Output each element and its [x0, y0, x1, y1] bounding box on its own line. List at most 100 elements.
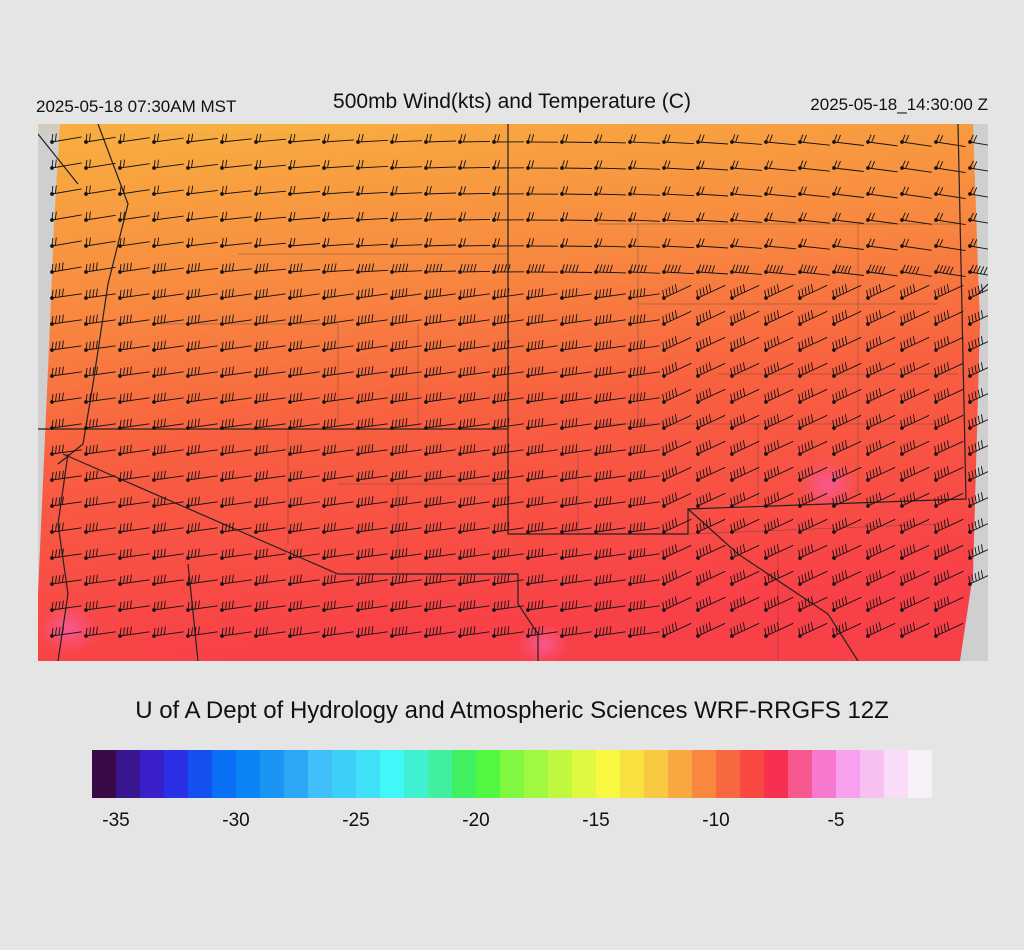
wind-barb: [866, 388, 896, 403]
weather-map: [38, 124, 988, 661]
wind-barb: [255, 263, 286, 273]
wind-barb-station: [560, 348, 564, 352]
wind-barb-station: [288, 608, 292, 612]
wind-barb-station: [322, 374, 326, 378]
wind-barb-station: [492, 270, 496, 274]
wind-barb: [357, 418, 388, 429]
colorbar-swatch: [620, 750, 644, 798]
wind-barb-station: [84, 400, 88, 404]
wind-barb: [51, 496, 82, 507]
wind-barb-station: [594, 296, 598, 300]
wind-barb-station: [594, 452, 598, 456]
wind-barb-station: [288, 504, 292, 508]
wind-barb: [119, 574, 150, 585]
wind-barb: [730, 622, 760, 637]
wind-barb: [187, 288, 218, 299]
wind-barb-station: [628, 140, 632, 144]
wind-barb-station: [696, 166, 700, 170]
wind-barb: [595, 522, 626, 533]
wind-barb: [323, 600, 354, 611]
wind-barb: [662, 518, 692, 533]
wind-barb-station: [560, 192, 564, 196]
wind-barb: [119, 522, 150, 533]
wind-barb: [153, 262, 184, 273]
wind-barb: [934, 570, 964, 585]
wind-barb-station: [220, 296, 224, 300]
wind-barb: [289, 314, 320, 325]
wind-barb: [900, 492, 930, 507]
wind-barb-station: [50, 608, 54, 612]
wind-barb: [459, 496, 490, 507]
wind-barb-station: [458, 608, 462, 612]
wind-barb-station: [254, 244, 258, 248]
colorbar-tick-label: -25: [342, 810, 370, 831]
wind-barb: [696, 388, 726, 403]
wind-barb-station: [730, 270, 734, 274]
wind-barb-station: [968, 192, 972, 196]
wind-barb: [425, 574, 456, 585]
colorbar-swatch: [188, 750, 212, 798]
wind-barb: [153, 392, 184, 403]
wind-barb: [425, 418, 456, 429]
wind-barb: [119, 548, 150, 559]
wind-barb: [968, 544, 988, 559]
wind-barb-station: [594, 400, 598, 404]
wind-barb: [425, 548, 456, 559]
wind-barb-station: [50, 374, 54, 378]
wind-barb: [289, 600, 320, 611]
wind-barb: [527, 444, 558, 455]
wind-barb: [561, 264, 593, 273]
wind-barb-station: [696, 348, 700, 352]
wind-barb-station: [934, 322, 938, 326]
wind-barb: [764, 544, 794, 559]
wind-barb-station: [84, 634, 88, 638]
wind-barb-station: [458, 426, 462, 430]
wind-barb-station: [730, 348, 734, 352]
wind-barb-station: [220, 452, 224, 456]
wind-barb: [595, 548, 626, 559]
wind-barb: [323, 366, 354, 377]
wind-barb-station: [152, 218, 156, 222]
wind-barb-station: [84, 530, 88, 534]
wind-barb: [459, 314, 490, 325]
wind-barb-station: [832, 374, 836, 378]
wind-barb-station: [594, 556, 598, 560]
wind-barb: [85, 262, 116, 273]
wind-barb-station: [798, 504, 802, 508]
wind-barb: [425, 314, 456, 325]
wind-barb: [832, 492, 862, 507]
wind-barb: [866, 518, 896, 533]
wind-barb-station: [934, 244, 938, 248]
wind-barb: [357, 626, 388, 637]
wind-barb-station: [288, 218, 292, 222]
wind-barb-station: [900, 322, 904, 326]
wind-barb-station: [84, 270, 88, 274]
wind-barb: [255, 522, 286, 533]
wind-barb: [934, 388, 964, 403]
wind-barb-station: [662, 270, 666, 274]
wind-barb-station: [560, 504, 564, 508]
wind-barb-station: [934, 504, 938, 508]
wind-barb-station: [322, 244, 326, 248]
wind-barb-station: [832, 400, 836, 404]
wind-barb-station: [696, 452, 700, 456]
wind-barb: [357, 366, 388, 377]
wind-barb: [934, 492, 964, 507]
wind-barb-station: [288, 582, 292, 586]
colorbar-swatch: [668, 750, 692, 798]
wind-barb-station: [526, 452, 530, 456]
wind-barb-station: [968, 556, 972, 560]
wind-barb: [459, 522, 490, 533]
wind-barb-station: [662, 634, 666, 638]
wind-barb-station: [832, 270, 836, 274]
wind-barb-station: [628, 478, 632, 482]
wind-barb: [629, 366, 660, 377]
wind-barb-station: [526, 166, 530, 170]
wind-barb-station: [424, 478, 428, 482]
wind-barb-station: [900, 478, 904, 482]
wind-barb-station: [424, 244, 428, 248]
wind-barb: [289, 496, 320, 507]
wind-barb-station: [84, 478, 88, 482]
wind-barb-station: [50, 556, 54, 560]
colorbar-swatch: [548, 750, 572, 798]
